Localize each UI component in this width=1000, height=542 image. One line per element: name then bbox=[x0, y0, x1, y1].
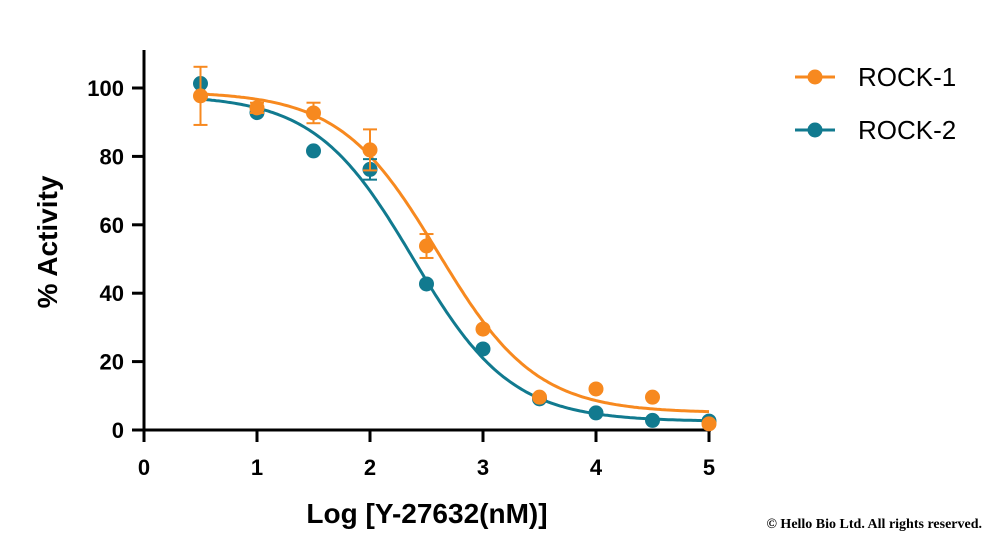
data-point-rock-2 bbox=[306, 143, 321, 159]
y-tick-label: 80 bbox=[100, 144, 124, 169]
legend-marker bbox=[807, 69, 823, 85]
y-tick-label: 20 bbox=[100, 350, 124, 375]
data-point-rock-2 bbox=[475, 341, 491, 357]
data-point-rock-1 bbox=[645, 389, 660, 405]
data-point-rock-2 bbox=[645, 412, 660, 428]
data-point-rock-1 bbox=[475, 321, 491, 337]
legend-label: ROCK-2 bbox=[858, 115, 956, 145]
x-tick-label: 0 bbox=[138, 455, 150, 480]
x-tick-label: 1 bbox=[251, 455, 263, 480]
x-axis-label: Log [Y-27632(nM)] bbox=[306, 498, 547, 529]
fit-curve-rock-1 bbox=[200, 92, 709, 414]
data-points bbox=[193, 65, 717, 432]
x-tick-label: 4 bbox=[590, 455, 603, 480]
y-tick-label: 100 bbox=[87, 76, 124, 101]
data-point-rock-1 bbox=[532, 389, 547, 405]
x-tick-label: 5 bbox=[703, 455, 715, 480]
y-tick-label: 40 bbox=[100, 281, 124, 306]
axes: 0 1 2 3 4 5 0 20 40 60 80 100 bbox=[87, 50, 715, 480]
data-point-rock-1 bbox=[362, 142, 378, 158]
data-point-rock-2 bbox=[588, 405, 604, 421]
data-point-rock-2 bbox=[419, 276, 434, 292]
fit-curves bbox=[200, 92, 710, 423]
legend-label: ROCK-1 bbox=[858, 62, 956, 92]
data-point-rock-1 bbox=[249, 100, 265, 116]
data-point-rock-1 bbox=[419, 238, 434, 254]
x-tick-label: 2 bbox=[364, 455, 376, 480]
legend-marker bbox=[807, 122, 823, 138]
y-tick-label: 0 bbox=[112, 418, 124, 443]
data-point-rock-1 bbox=[701, 416, 717, 432]
x-tick-label: 3 bbox=[477, 455, 489, 480]
fit-curve-rock-2 bbox=[200, 97, 710, 423]
data-point-rock-1 bbox=[306, 105, 321, 121]
y-axis-label: % Activity bbox=[32, 175, 63, 308]
data-point-rock-1 bbox=[588, 381, 604, 397]
data-point-rock-1 bbox=[193, 88, 208, 104]
copyright-notice: © Hello Bio Ltd. All rights reserved. bbox=[766, 517, 982, 532]
legend: ROCK-1 ROCK-2 bbox=[795, 62, 956, 145]
y-tick-label: 60 bbox=[100, 213, 124, 238]
